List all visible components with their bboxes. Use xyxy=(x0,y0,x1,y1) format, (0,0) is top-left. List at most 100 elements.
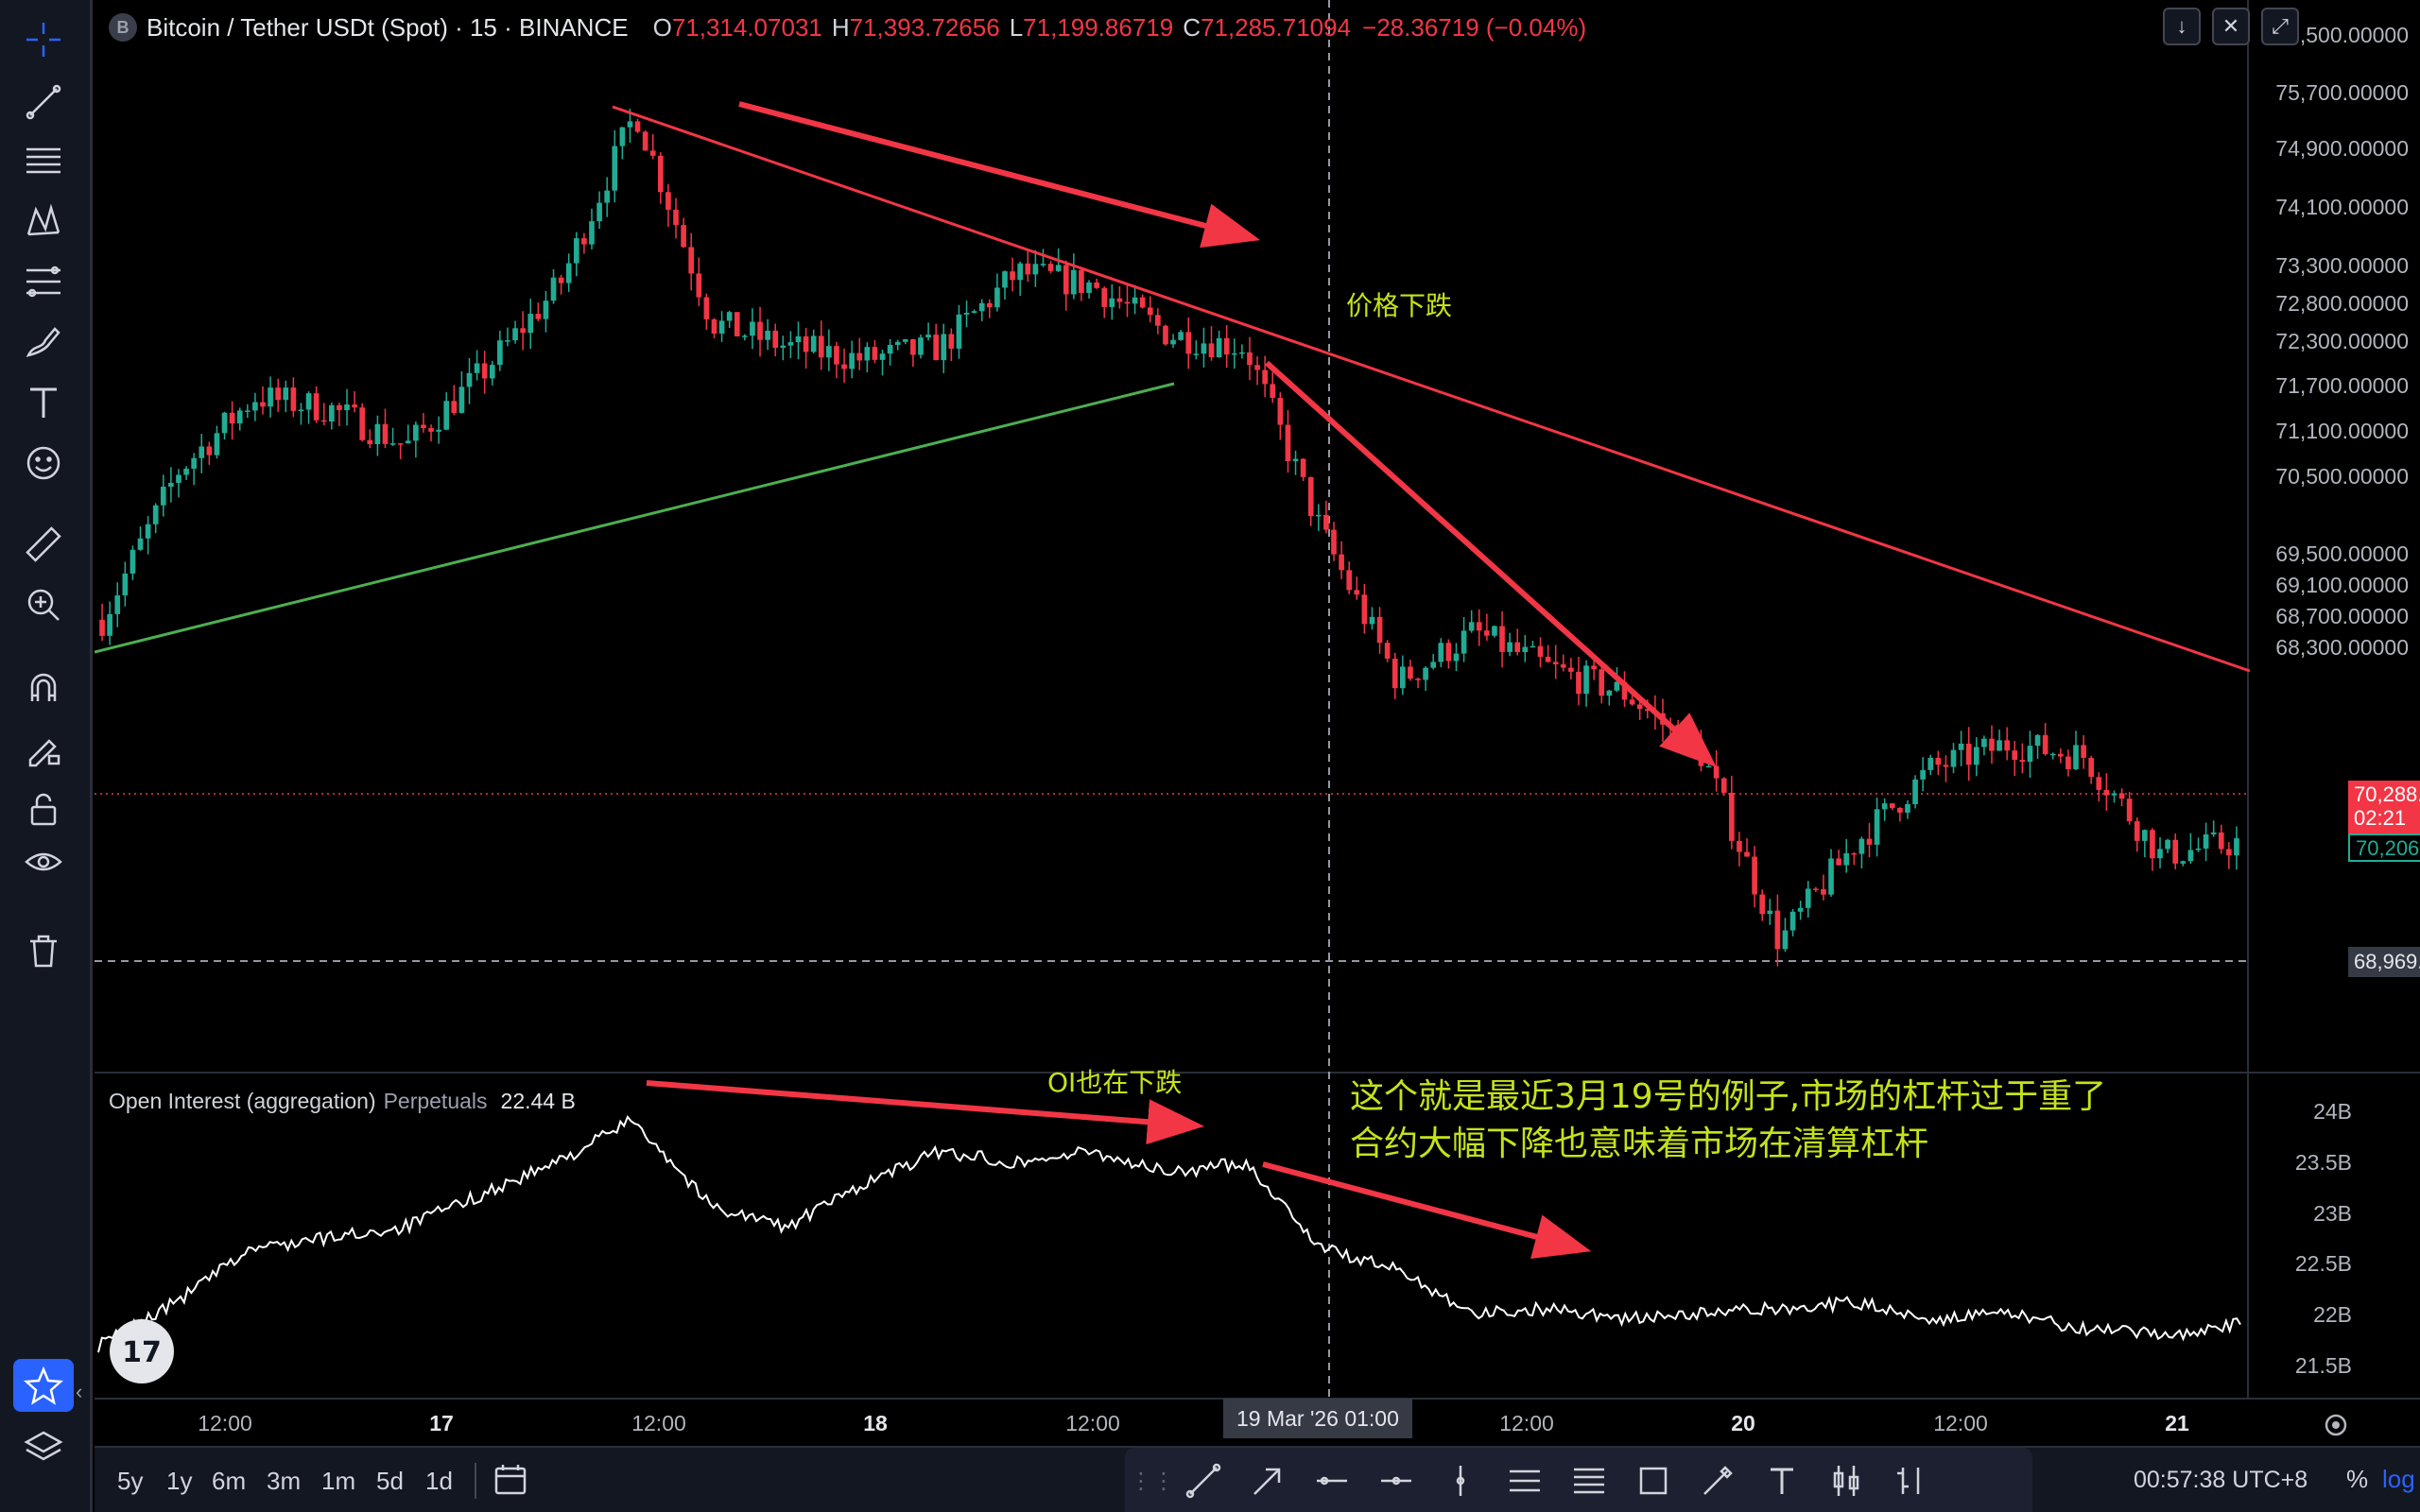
crosshair-price-value: 68,969.58321 xyxy=(2354,950,2420,973)
fib-tool-icon[interactable] xyxy=(13,255,74,308)
favorites-star-icon[interactable] xyxy=(13,1359,74,1412)
candle-body xyxy=(1728,792,1735,841)
long-position-tool-icon[interactable] xyxy=(1824,1459,1868,1503)
price-chart-svg[interactable]: 17 xyxy=(95,0,2420,1444)
candle-body xyxy=(389,443,396,445)
oi-indicator-name[interactable]: Open Interest (aggregation) xyxy=(109,1089,376,1113)
candle-body xyxy=(1468,622,1475,631)
candle-body xyxy=(428,428,434,432)
low-label: L xyxy=(1009,12,1024,42)
range-5d-button[interactable]: 5d xyxy=(376,1467,404,1495)
layers-icon[interactable] xyxy=(13,1421,74,1474)
candle-body xyxy=(1292,458,1299,462)
arrow-tool-icon[interactable] xyxy=(1246,1459,1289,1503)
candle-body xyxy=(1782,930,1789,950)
candle-body xyxy=(1331,529,1337,555)
percent-scale-toggle[interactable]: % xyxy=(2346,1465,2369,1493)
magnet-tool-icon[interactable] xyxy=(13,662,74,714)
annotation-oi-down[interactable]: OI也在下跌 xyxy=(1047,1067,1183,1098)
scale-settings-gear-icon[interactable] xyxy=(2325,1414,2347,1436)
range-3m-button[interactable]: 3m xyxy=(267,1467,302,1495)
candle-body xyxy=(1193,353,1200,355)
ruler-tool-icon[interactable] xyxy=(13,518,74,571)
trash-icon[interactable] xyxy=(13,924,74,977)
text-tool-icon[interactable] xyxy=(13,376,74,429)
fullscreen-icon[interactable]: ⤢ xyxy=(2261,8,2299,45)
candle-body xyxy=(1866,838,1873,845)
candle-body xyxy=(1507,642,1512,652)
candles-group xyxy=(99,109,2239,967)
horizontal-ray-tool-icon[interactable] xyxy=(1310,1459,1354,1503)
candle-body xyxy=(1797,907,1804,912)
log-scale-toggle[interactable]: log xyxy=(2382,1465,2415,1493)
candle-body xyxy=(1606,690,1613,696)
lock-drawing-tool-icon[interactable] xyxy=(13,722,74,775)
chart-area[interactable]: 17 76,500.00000 75,700.00000 74,900.00000 7… xyxy=(95,0,2420,1444)
candle-body xyxy=(305,393,312,410)
scroll-down-arrow-icon[interactable]: ↓ xyxy=(2163,8,2201,45)
collapse-toolbar-chevron-icon[interactable]: ‹ xyxy=(76,1380,83,1403)
annotation-note[interactable]: 这个就是最近3月19号的例子,市场的杠杆过于重了 合约大幅下降也意味着市场在清算… xyxy=(1350,1074,2106,1168)
price-down-arrow-2[interactable] xyxy=(1264,360,1717,768)
drag-handle-icon[interactable]: ⋮⋮ xyxy=(1130,1468,1175,1494)
close-value: 71,285.71094 xyxy=(1200,12,1352,42)
candle-body xyxy=(1759,894,1766,915)
rectangle-tool-icon[interactable] xyxy=(1632,1459,1675,1503)
candle-body xyxy=(818,335,824,358)
candle-body xyxy=(841,364,847,369)
red-resistance-trendline[interactable] xyxy=(612,105,2251,673)
candle-body xyxy=(1155,315,1161,326)
bars-tool-icon[interactable] xyxy=(1889,1459,1932,1503)
lock-icon[interactable] xyxy=(13,782,74,835)
range-1d-button[interactable]: 1d xyxy=(425,1467,453,1495)
time-label: 17 xyxy=(429,1411,454,1435)
range-5y-button[interactable]: 5y xyxy=(117,1467,144,1495)
horizontal-line-tool-icon[interactable] xyxy=(1374,1459,1418,1503)
time-label: 12:00 xyxy=(198,1411,252,1435)
oi-down-arrow-1[interactable] xyxy=(646,1080,1204,1145)
collapse-icon[interactable]: ✕ xyxy=(2212,8,2250,45)
pattern-tool-icon[interactable] xyxy=(13,195,74,248)
candle-body xyxy=(290,387,297,411)
annotation-price-down[interactable]: 价格下跌 xyxy=(1346,290,1453,321)
candle-body xyxy=(1223,337,1230,355)
parallel-channel-tool-icon[interactable] xyxy=(1503,1459,1547,1503)
eye-icon[interactable] xyxy=(13,837,74,890)
candle-body xyxy=(229,412,235,424)
low-value: 71,199.86719 xyxy=(1023,12,1174,42)
oi-scale-label: 22B xyxy=(2313,1302,2352,1327)
trend-line-tool-icon[interactable] xyxy=(13,76,74,129)
fib-retracement-tool-icon[interactable] xyxy=(1567,1459,1611,1503)
text-tool-icon[interactable] xyxy=(1760,1459,1804,1503)
line-tool-icon[interactable] xyxy=(1182,1459,1225,1503)
range-1m-button[interactable]: 1m xyxy=(321,1467,356,1495)
crosshair-tool-icon[interactable] xyxy=(13,13,74,66)
tradingview-logo[interactable]: 17 xyxy=(110,1319,174,1383)
symbol-title[interactable]: Bitcoin / Tether USDt (Spot) · 15 · BINA… xyxy=(147,12,629,42)
clock-timezone[interactable]: 00:57:38 UTC+8 xyxy=(2134,1467,2308,1493)
price-scale-label: 71,100.00000 xyxy=(2275,419,2409,443)
vertical-line-tool-icon[interactable] xyxy=(1439,1459,1482,1503)
candle-body xyxy=(160,487,166,506)
horizontal-lines-tool-icon[interactable] xyxy=(13,134,74,187)
candle-body xyxy=(1492,626,1497,636)
green-support-trendline[interactable] xyxy=(95,382,1175,654)
candle-body xyxy=(474,363,480,373)
symbol-legend[interactable]: B Bitcoin / Tether USDt (Spot) · 15 · BI… xyxy=(109,13,1586,42)
price-down-arrow-1[interactable] xyxy=(738,101,1261,249)
range-1y-button[interactable]: 1y xyxy=(166,1467,193,1495)
range-6m-button[interactable]: 6m xyxy=(212,1467,247,1495)
candle-body xyxy=(1560,664,1566,668)
candle-body xyxy=(2157,849,2163,859)
emoji-tool-icon[interactable] xyxy=(13,437,74,490)
brush-tool-icon[interactable] xyxy=(13,316,74,369)
candle-body xyxy=(1453,653,1460,662)
brush-tool-icon[interactable] xyxy=(1696,1459,1739,1503)
zoom-in-tool-icon[interactable] xyxy=(13,578,74,631)
candle-body xyxy=(2126,799,2133,822)
candle-body xyxy=(1599,669,1605,696)
oi-down-arrow-2[interactable] xyxy=(1262,1161,1592,1259)
oi-legend[interactable]: Open Interest (aggregation) Perpetuals 22.… xyxy=(109,1089,576,1114)
calendar-goto-date-icon[interactable] xyxy=(492,1461,529,1503)
candle-body xyxy=(2180,861,2187,864)
